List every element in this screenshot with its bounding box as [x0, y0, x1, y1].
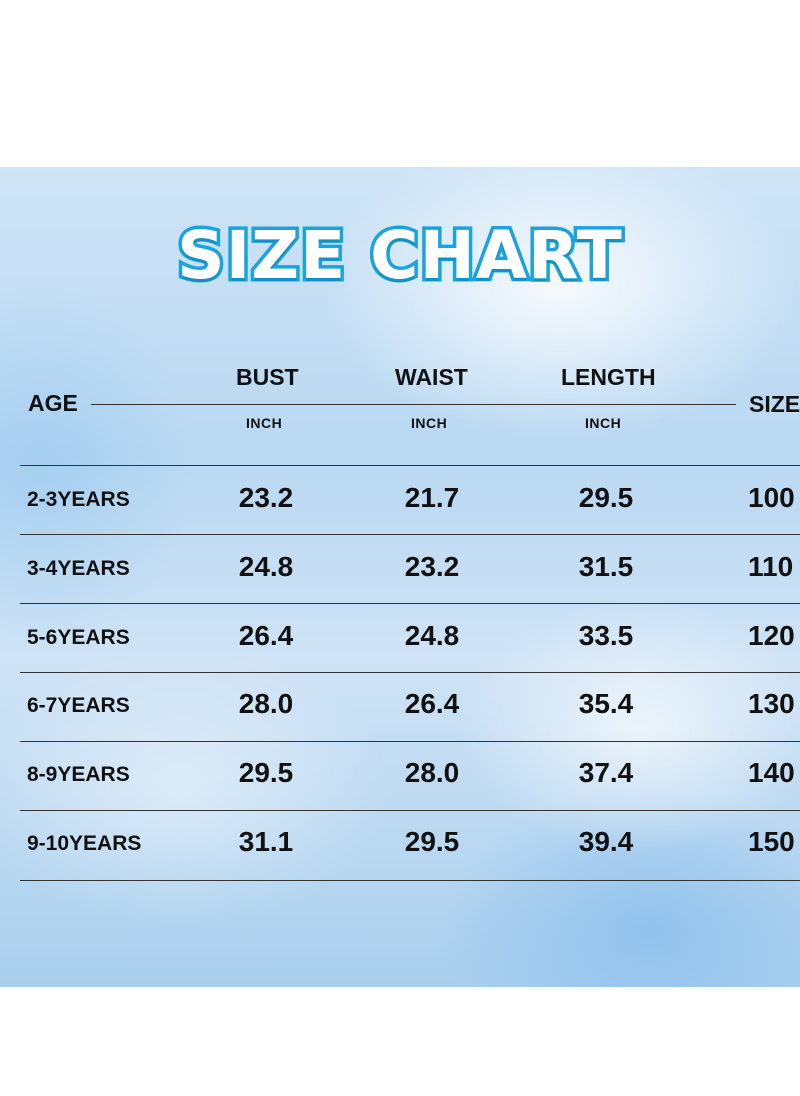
- row-divider: [20, 465, 800, 466]
- header-bust: BUST: [236, 364, 299, 390]
- cell-age: 3-4YEARS: [27, 557, 130, 580]
- cell-bust: 28.0: [238, 688, 294, 719]
- cell-size: 130: [748, 688, 795, 719]
- cell-size: 110: [748, 551, 794, 582]
- cell-age: 6-7YEARS: [27, 694, 130, 717]
- header-waist-unit: INCH: [411, 415, 448, 431]
- cell-size: 100: [748, 482, 795, 513]
- cell-age: 2-3YEARS: [27, 488, 130, 511]
- cell-age: 9-10YEARS: [27, 832, 142, 855]
- cell-waist: 29.5: [404, 826, 460, 857]
- header-length-unit: INCH: [585, 415, 622, 431]
- cell-age: 5-6YEARS: [27, 626, 130, 649]
- cell-waist: 26.4: [404, 688, 460, 719]
- cell-age: 8-9YEARS: [27, 763, 130, 786]
- row-divider: [20, 741, 800, 742]
- cell-length: 35.4: [578, 688, 634, 719]
- cell-length: 33.5: [578, 620, 634, 651]
- cell-size: 150: [748, 826, 795, 857]
- cell-bust: 24.8: [238, 551, 294, 582]
- cell-waist: 24.8: [404, 620, 460, 651]
- cell-size: 120: [748, 620, 795, 651]
- row-divider: [20, 603, 800, 604]
- header-divider: [91, 404, 736, 405]
- header-length: LENGTH: [561, 364, 656, 390]
- cell-length: 29.5: [578, 482, 634, 513]
- cell-waist: 28.0: [404, 757, 460, 788]
- cell-bust: 31.1: [238, 826, 294, 857]
- header-size: SIZE: [749, 391, 800, 417]
- row-divider: [20, 534, 800, 535]
- cell-length: 39.4: [578, 826, 634, 857]
- cell-bust: 26.4: [238, 620, 294, 651]
- header-bust-unit: INCH: [246, 415, 283, 431]
- size-chart-panel: SIZE CHART AGE BUST WAIST LENGTH SIZE IN…: [0, 167, 800, 987]
- cell-waist: 21.7: [404, 482, 460, 513]
- cell-bust: 29.5: [238, 757, 294, 788]
- chart-title: SIZE CHART: [174, 214, 626, 298]
- cell-length: 37.4: [578, 757, 634, 788]
- row-divider: [20, 672, 800, 673]
- row-divider: [20, 810, 800, 811]
- row-divider: [20, 880, 800, 881]
- cell-waist: 23.2: [404, 551, 460, 582]
- header-age: AGE: [28, 390, 78, 416]
- header-waist: WAIST: [395, 364, 468, 390]
- cell-bust: 23.2: [238, 482, 294, 513]
- cell-length: 31.5: [578, 551, 634, 582]
- cell-size: 140: [748, 757, 795, 788]
